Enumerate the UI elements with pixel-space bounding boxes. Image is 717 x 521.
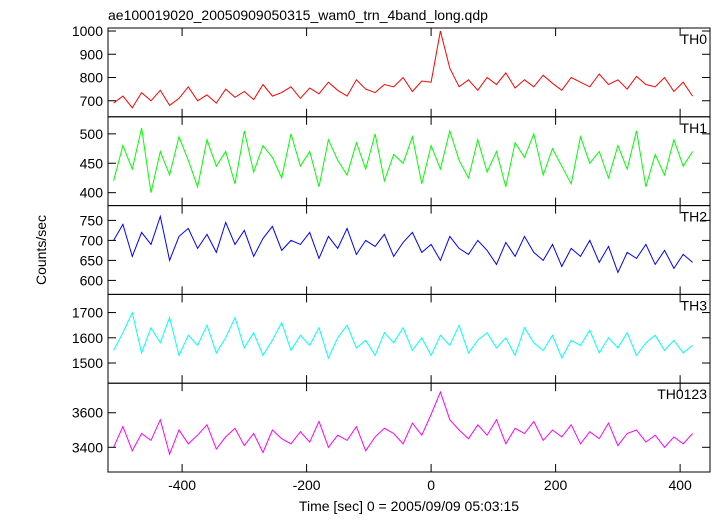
y-tick-label: 800 <box>80 70 104 86</box>
light-curve <box>113 214 693 274</box>
y-tick-label: 1500 <box>72 355 103 371</box>
panel-frame <box>107 27 711 118</box>
light-curve <box>113 30 694 109</box>
light-curve <box>113 127 694 193</box>
panel-label: TH0 <box>681 31 708 47</box>
panel-frame <box>107 205 711 295</box>
y-axis-label: Counts/sec <box>33 215 49 285</box>
light-curve <box>113 311 693 360</box>
y-tick-label: 600 <box>80 272 104 288</box>
light-curve <box>113 390 693 456</box>
x-tick-label: 200 <box>544 477 568 493</box>
panel-label: TH2 <box>681 209 708 225</box>
panel-label: TH0123 <box>657 386 707 402</box>
panel-frame <box>107 382 711 473</box>
y-tick-label: 1700 <box>72 305 103 321</box>
x-tick-label: 400 <box>668 477 692 493</box>
panel-label: TH3 <box>681 297 708 313</box>
y-tick-label: 500 <box>80 126 104 142</box>
chart-title: ae100019020_20050909050315_wam0_trn_4ban… <box>108 7 488 23</box>
x-axis-label: Time [sec] 0 = 2005/09/09 05:03:15 <box>299 498 519 514</box>
y-tick-label: 400 <box>80 185 104 201</box>
y-tick-label: 1600 <box>72 330 103 346</box>
y-tick-label: 1000 <box>72 23 103 39</box>
x-tick-label: -200 <box>293 477 321 493</box>
y-tick-label: 900 <box>80 46 104 62</box>
y-tick-label: 3400 <box>72 439 103 455</box>
y-tick-label: 3600 <box>72 405 103 421</box>
y-tick-label: 700 <box>80 232 104 248</box>
panel-label: TH1 <box>681 120 708 136</box>
y-tick-label: 650 <box>80 252 104 268</box>
panel-frame <box>107 116 711 207</box>
y-tick-label: 700 <box>80 93 104 109</box>
x-tick-label: 0 <box>427 477 435 493</box>
panel-frame <box>107 293 711 384</box>
x-tick-label: -400 <box>168 477 196 493</box>
y-tick-label: 450 <box>80 155 104 171</box>
y-tick-label: 750 <box>80 212 104 228</box>
